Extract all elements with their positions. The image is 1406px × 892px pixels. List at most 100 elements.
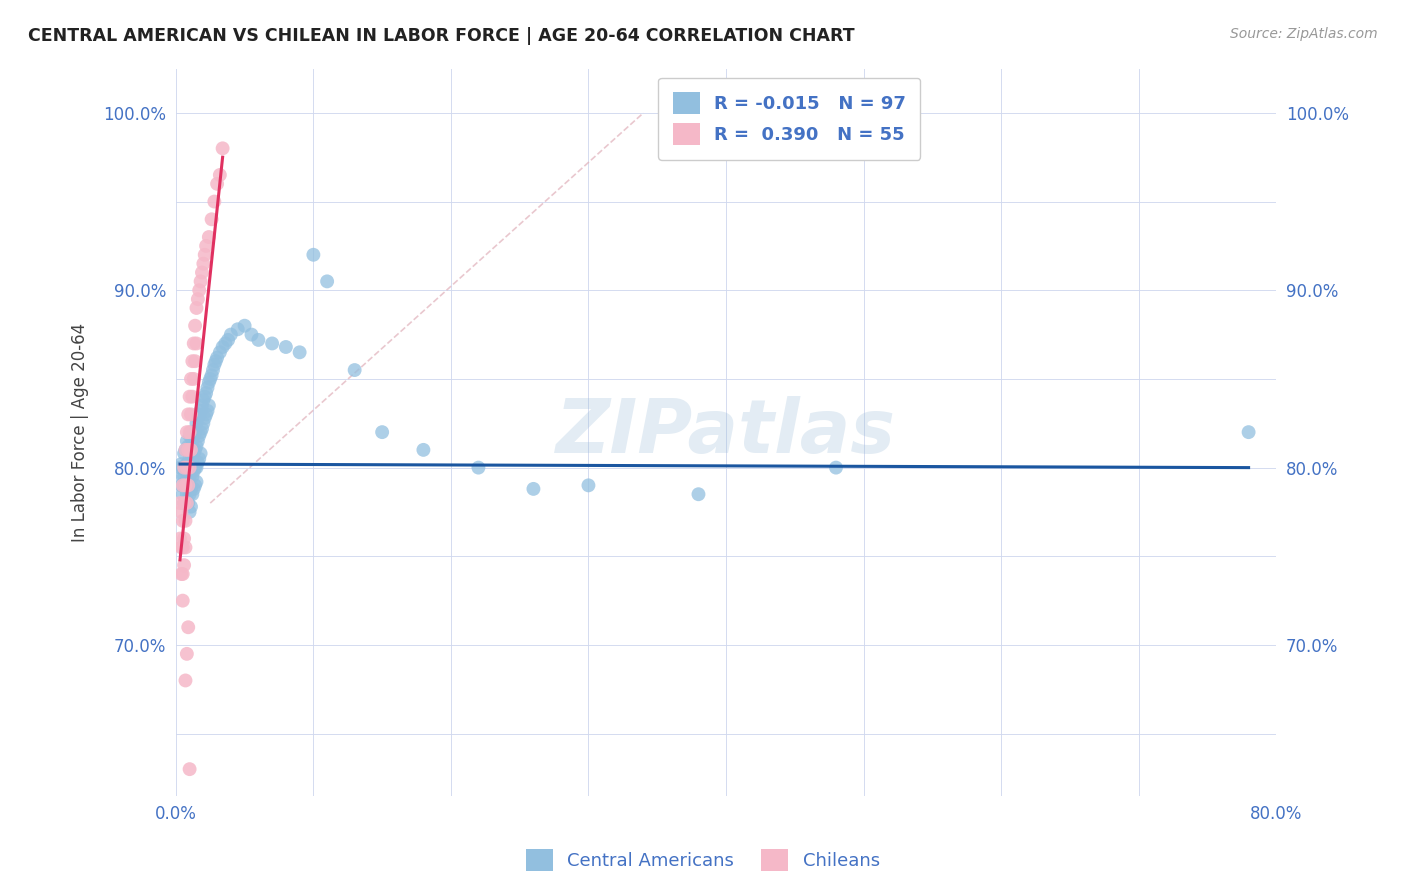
Point (173, 469, 195, 483)
Point (208, 168, 231, 182)
Point (193, 257, 215, 271)
Point (180, 446, 202, 460)
Y-axis label: In Labor Force | Age 20-64: In Labor Force | Age 20-64 (72, 323, 89, 541)
Point (184, 478, 207, 492)
Point (187, 434, 209, 448)
Point (176, 457, 198, 471)
Point (190, 425, 212, 439)
Point (177, 408, 200, 422)
Point (172, 487, 194, 501)
Point (177, 478, 200, 492)
Point (195, 386, 218, 401)
Point (174, 464, 197, 478)
Point (170, 541, 193, 555)
Point (186, 417, 208, 431)
Point (825, 460, 848, 475)
Point (184, 318, 207, 333)
Point (190, 404, 212, 418)
Point (193, 393, 215, 408)
Point (170, 478, 193, 492)
Point (174, 478, 197, 492)
Point (183, 372, 205, 386)
Point (172, 567, 194, 582)
Point (191, 399, 214, 413)
Point (176, 647, 198, 661)
Point (194, 411, 217, 425)
Point (412, 442, 434, 457)
Point (188, 283, 211, 297)
Point (184, 460, 207, 475)
Point (202, 358, 225, 372)
Point (172, 541, 194, 555)
Point (181, 451, 204, 466)
Point (177, 442, 200, 457)
Point (183, 336, 205, 351)
Legend: Central Americans, Chileans: Central Americans, Chileans (519, 842, 887, 879)
Point (187, 292, 209, 306)
Point (184, 442, 207, 457)
Point (174, 478, 197, 492)
Point (170, 457, 193, 471)
Point (179, 469, 201, 483)
Point (179, 451, 201, 466)
Point (288, 345, 311, 359)
Point (169, 496, 191, 510)
Point (170, 505, 193, 519)
Point (1237, 425, 1260, 439)
Point (198, 376, 221, 390)
Point (176, 487, 198, 501)
Point (177, 460, 200, 475)
Point (172, 514, 194, 528)
Point (208, 345, 231, 359)
Point (180, 442, 202, 457)
Point (173, 460, 195, 475)
Point (219, 327, 242, 342)
Point (188, 428, 211, 442)
Point (188, 408, 211, 422)
Point (174, 514, 197, 528)
Point (173, 558, 195, 573)
Point (172, 460, 194, 475)
Point (187, 411, 209, 425)
Point (173, 532, 195, 546)
Point (174, 442, 197, 457)
Point (176, 434, 198, 448)
Point (194, 390, 217, 404)
Point (174, 442, 197, 457)
Point (211, 141, 233, 155)
Point (205, 177, 228, 191)
Point (197, 404, 219, 418)
Point (176, 460, 198, 475)
Point (179, 428, 201, 442)
Point (177, 439, 200, 453)
Point (180, 464, 202, 478)
Point (226, 322, 249, 336)
Point (181, 354, 204, 368)
Point (371, 425, 394, 439)
Point (187, 455, 209, 469)
Point (262, 336, 284, 351)
Point (181, 469, 204, 483)
Point (191, 421, 214, 435)
Point (302, 248, 325, 262)
Point (247, 333, 270, 347)
Point (233, 318, 256, 333)
Point (191, 265, 214, 279)
Point (195, 408, 218, 422)
Point (173, 460, 195, 475)
Point (343, 363, 366, 377)
Point (578, 478, 600, 492)
Point (181, 390, 204, 404)
Point (176, 473, 198, 487)
Point (180, 372, 202, 386)
Point (179, 460, 201, 475)
Point (177, 478, 200, 492)
Point (172, 593, 194, 607)
Point (172, 478, 194, 492)
Point (188, 451, 211, 466)
Point (174, 541, 197, 555)
Point (184, 425, 207, 439)
Point (183, 464, 205, 478)
Point (180, 500, 202, 514)
Point (316, 274, 339, 288)
